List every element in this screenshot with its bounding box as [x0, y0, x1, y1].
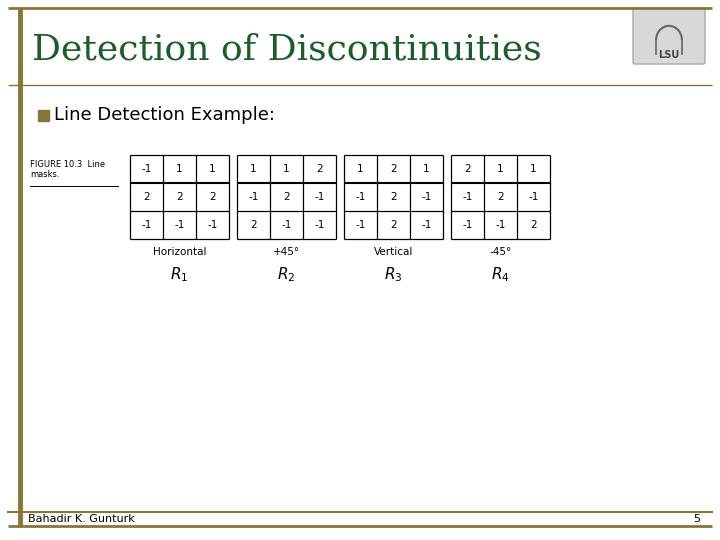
Text: Horizontal: Horizontal — [153, 247, 206, 257]
Text: $R_1$: $R_1$ — [171, 265, 189, 284]
Text: FIGURE 10.3  Line
masks.: FIGURE 10.3 Line masks. — [30, 160, 105, 179]
Text: 2: 2 — [390, 192, 397, 202]
Text: -1: -1 — [174, 220, 185, 230]
Text: 1: 1 — [423, 164, 430, 174]
Text: -1: -1 — [355, 192, 366, 202]
Text: Vertical: Vertical — [374, 247, 413, 257]
Text: 2: 2 — [390, 220, 397, 230]
Text: $R_4$: $R_4$ — [491, 265, 510, 284]
Text: 1: 1 — [210, 164, 216, 174]
Text: 1: 1 — [357, 164, 364, 174]
Text: -1: -1 — [421, 192, 432, 202]
Text: -1: -1 — [315, 192, 325, 202]
Text: 2: 2 — [464, 164, 471, 174]
Text: -1: -1 — [462, 220, 473, 230]
Text: 2: 2 — [530, 220, 537, 230]
Bar — [130, 155, 229, 239]
Bar — [38, 110, 49, 121]
Text: -1: -1 — [141, 220, 152, 230]
Text: Bahadir K. Gunturk: Bahadir K. Gunturk — [28, 514, 135, 524]
Text: -1: -1 — [248, 192, 258, 202]
Text: $R_2$: $R_2$ — [277, 265, 296, 284]
Text: 1: 1 — [498, 164, 504, 174]
Text: 2: 2 — [176, 192, 183, 202]
Text: 1: 1 — [283, 164, 290, 174]
Text: Detection of Discontinuities: Detection of Discontinuities — [32, 33, 541, 67]
FancyBboxPatch shape — [633, 8, 705, 64]
Text: 2: 2 — [250, 220, 257, 230]
Text: -1: -1 — [421, 220, 432, 230]
Text: 5: 5 — [693, 514, 700, 524]
Text: 1: 1 — [250, 164, 257, 174]
Text: 2: 2 — [498, 192, 504, 202]
Bar — [237, 155, 336, 239]
Text: -1: -1 — [141, 164, 152, 174]
Text: 2: 2 — [390, 164, 397, 174]
Text: -1: -1 — [207, 220, 217, 230]
Text: Line Detection Example:: Line Detection Example: — [54, 106, 275, 124]
Text: 2: 2 — [316, 164, 323, 174]
Text: -1: -1 — [462, 192, 473, 202]
Bar — [451, 155, 550, 239]
Text: 2: 2 — [143, 192, 150, 202]
Text: -45°: -45° — [490, 247, 512, 257]
Text: -1: -1 — [495, 220, 505, 230]
Text: 2: 2 — [283, 192, 290, 202]
Text: -1: -1 — [282, 220, 292, 230]
Text: 1: 1 — [176, 164, 183, 174]
Text: $R_3$: $R_3$ — [384, 265, 402, 284]
Bar — [344, 155, 443, 239]
Text: 2: 2 — [210, 192, 216, 202]
Text: +45°: +45° — [273, 247, 300, 257]
Text: -1: -1 — [355, 220, 366, 230]
Text: 1: 1 — [530, 164, 537, 174]
Text: -1: -1 — [315, 220, 325, 230]
Text: LSU: LSU — [658, 50, 680, 60]
Text: -1: -1 — [528, 192, 539, 202]
